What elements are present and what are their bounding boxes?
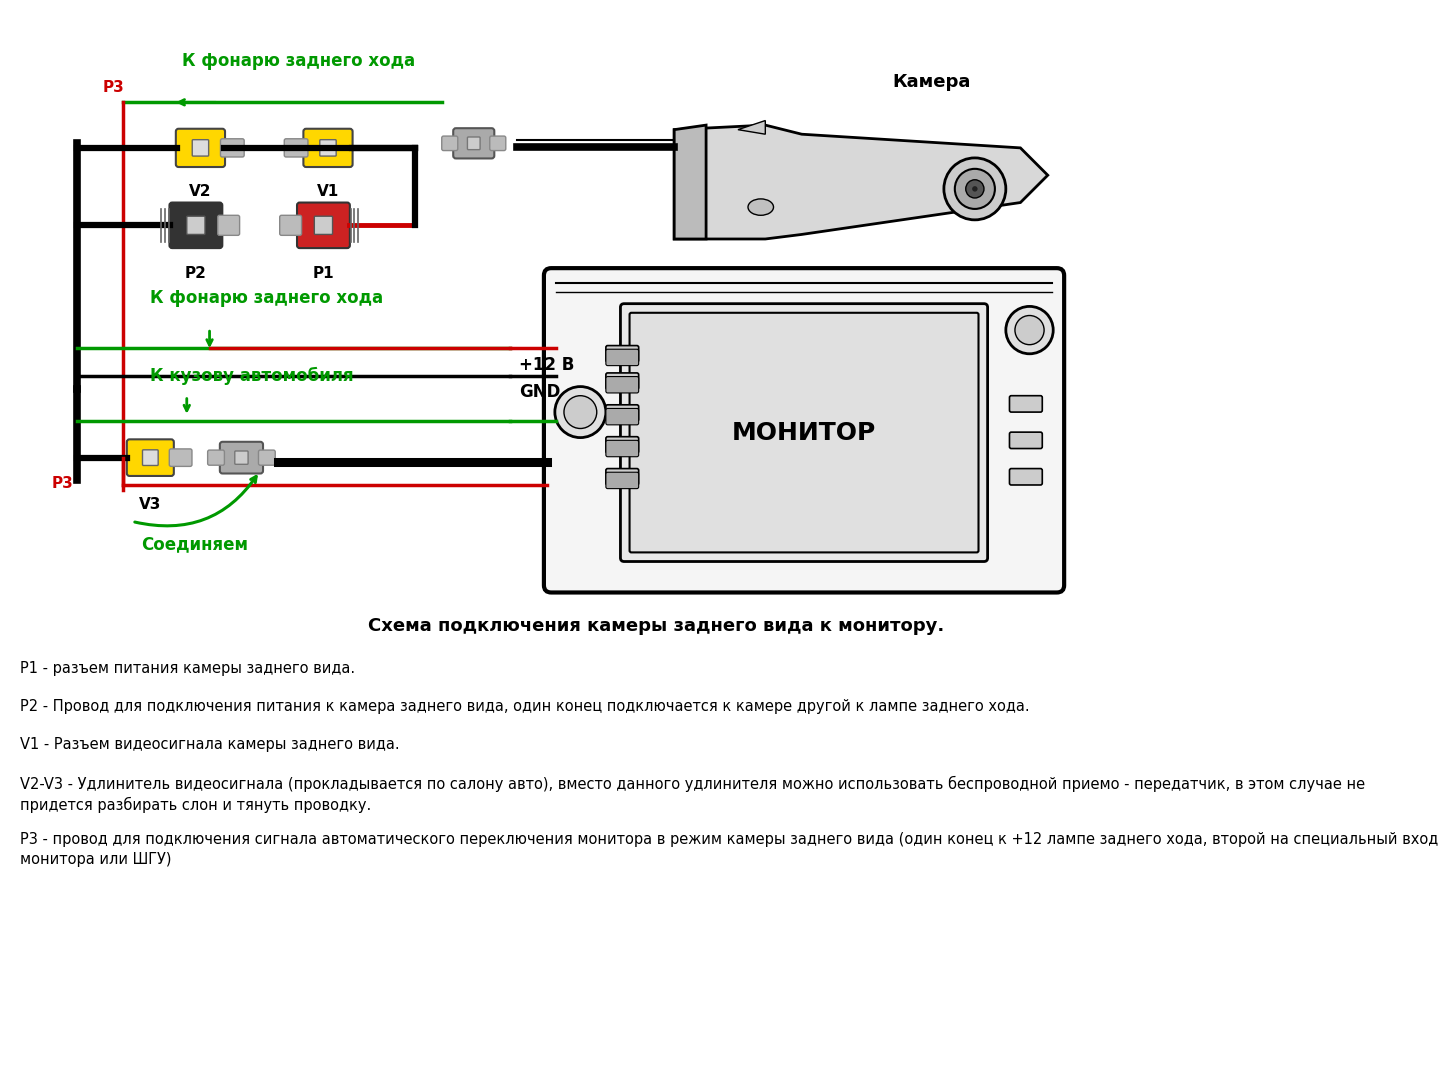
FancyBboxPatch shape — [170, 203, 222, 248]
FancyBboxPatch shape — [606, 349, 639, 366]
Text: Соединяем: Соединяем — [141, 535, 248, 553]
Circle shape — [943, 158, 1005, 220]
Text: V2: V2 — [189, 184, 212, 199]
FancyBboxPatch shape — [297, 203, 350, 248]
Text: +12 В: +12 В — [520, 356, 575, 374]
Text: V2-V3 - Удлинитель видеосигнала (прокладывается по салону авто), вместо данного : V2-V3 - Удлинитель видеосигнала (проклад… — [20, 776, 1365, 814]
FancyBboxPatch shape — [606, 345, 639, 362]
FancyBboxPatch shape — [606, 405, 639, 421]
Circle shape — [972, 187, 978, 192]
FancyBboxPatch shape — [544, 268, 1064, 593]
FancyBboxPatch shape — [127, 440, 174, 476]
Text: МОНИТОР: МОНИТОР — [732, 420, 876, 445]
Text: К фонарю заднего хода: К фонарю заднего хода — [150, 289, 383, 308]
FancyBboxPatch shape — [606, 408, 639, 425]
Text: V1: V1 — [317, 184, 338, 199]
FancyBboxPatch shape — [606, 441, 639, 457]
Polygon shape — [674, 125, 706, 239]
FancyBboxPatch shape — [284, 138, 308, 157]
FancyBboxPatch shape — [1009, 468, 1043, 485]
Text: P2: P2 — [184, 266, 207, 281]
FancyBboxPatch shape — [468, 137, 480, 150]
Circle shape — [1015, 315, 1044, 345]
Text: GND: GND — [520, 383, 560, 401]
Text: К фонарю заднего хода: К фонарю заднего хода — [183, 53, 415, 71]
Text: P3: P3 — [52, 476, 73, 491]
FancyBboxPatch shape — [606, 373, 639, 389]
FancyBboxPatch shape — [187, 217, 204, 235]
FancyBboxPatch shape — [207, 450, 225, 465]
Circle shape — [1005, 307, 1053, 354]
Text: V1 - Разъем видеосигнала камеры заднего вида.: V1 - Разъем видеосигнала камеры заднего … — [20, 738, 400, 753]
FancyBboxPatch shape — [606, 473, 639, 489]
Text: P1 - разъем питания камеры заднего вида.: P1 - разъем питания камеры заднего вида. — [20, 660, 356, 675]
Text: Камера: Камера — [893, 73, 971, 91]
FancyBboxPatch shape — [1009, 432, 1043, 448]
FancyBboxPatch shape — [192, 139, 209, 157]
FancyBboxPatch shape — [629, 313, 979, 552]
FancyBboxPatch shape — [606, 436, 639, 453]
FancyBboxPatch shape — [176, 129, 225, 167]
Text: Схема подключения камеры заднего вида к монитору.: Схема подключения камеры заднего вида к … — [367, 617, 945, 635]
FancyBboxPatch shape — [606, 468, 639, 485]
Ellipse shape — [747, 199, 773, 215]
FancyBboxPatch shape — [490, 136, 505, 150]
FancyBboxPatch shape — [170, 449, 192, 466]
Text: P3: P3 — [102, 79, 125, 94]
Text: P3 - провод для подключения сигнала автоматического переключения монитора в режи: P3 - провод для подключения сигнала авто… — [20, 832, 1439, 867]
Circle shape — [554, 387, 606, 437]
FancyBboxPatch shape — [217, 215, 239, 236]
FancyBboxPatch shape — [1009, 396, 1043, 412]
FancyBboxPatch shape — [606, 376, 639, 393]
FancyBboxPatch shape — [279, 215, 301, 236]
FancyBboxPatch shape — [442, 136, 458, 150]
FancyBboxPatch shape — [320, 139, 336, 157]
Circle shape — [966, 180, 984, 198]
Text: К кузову автомобиля: К кузову автомобиля — [150, 367, 354, 385]
FancyBboxPatch shape — [304, 129, 353, 167]
Circle shape — [955, 168, 995, 209]
Circle shape — [564, 396, 596, 429]
Polygon shape — [737, 120, 765, 134]
FancyBboxPatch shape — [143, 450, 158, 465]
Text: P2 - Провод для подключения питания к камера заднего вида, один конец подключает: P2 - Провод для подключения питания к ка… — [20, 699, 1030, 714]
Text: P1: P1 — [312, 266, 334, 281]
FancyBboxPatch shape — [621, 303, 988, 562]
FancyBboxPatch shape — [220, 138, 245, 157]
Polygon shape — [674, 125, 1048, 239]
Text: V3: V3 — [140, 496, 161, 511]
FancyBboxPatch shape — [235, 451, 248, 464]
FancyBboxPatch shape — [314, 217, 333, 235]
FancyBboxPatch shape — [220, 442, 264, 474]
FancyBboxPatch shape — [454, 129, 494, 159]
FancyBboxPatch shape — [258, 450, 275, 465]
